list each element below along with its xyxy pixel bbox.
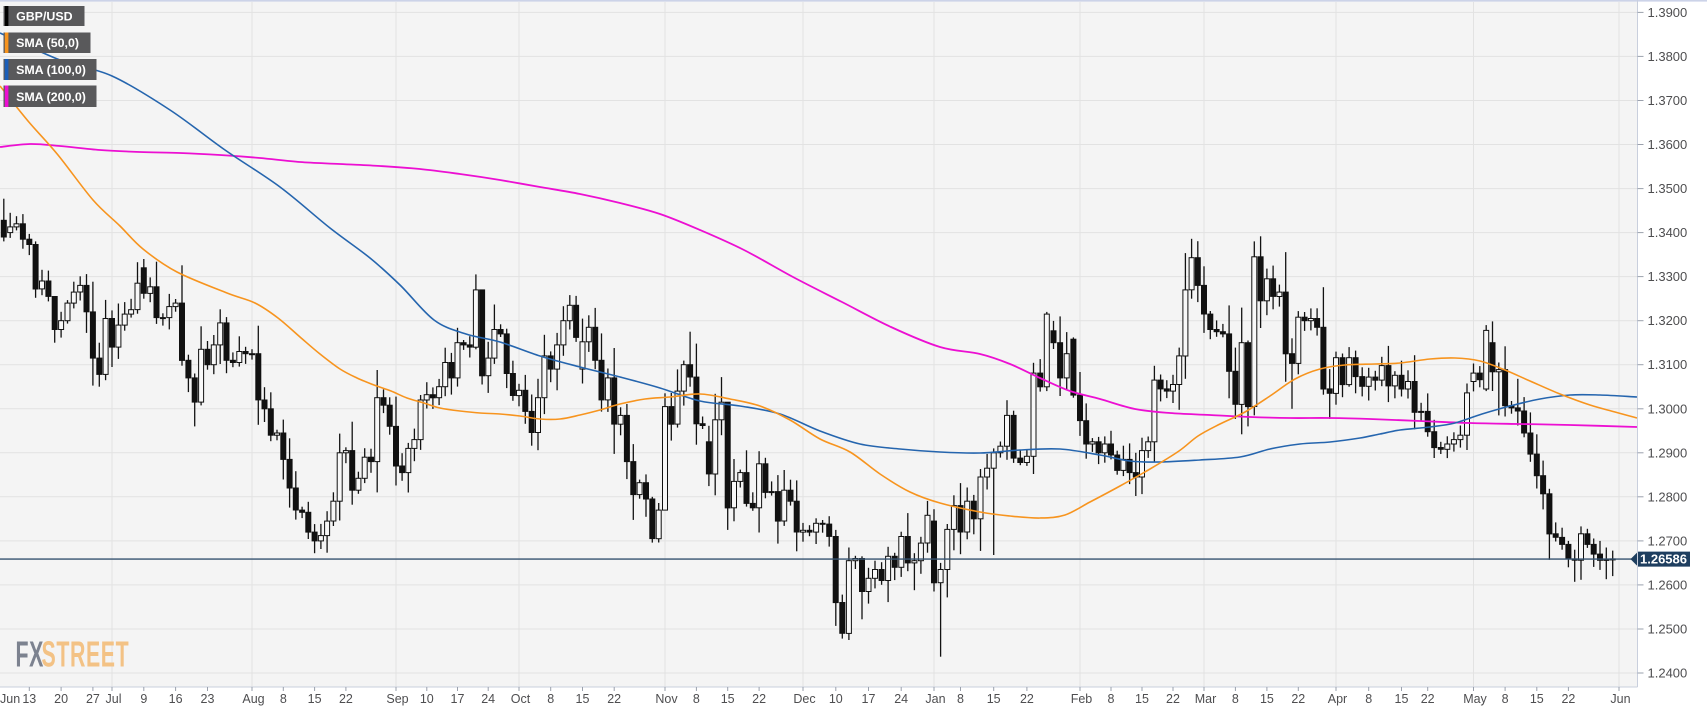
svg-text:Nov: Nov xyxy=(655,692,678,706)
svg-text:23: 23 xyxy=(201,692,215,706)
svg-text:20: 20 xyxy=(54,692,68,706)
svg-text:1.2400: 1.2400 xyxy=(1648,666,1688,681)
svg-text:STREET: STREET xyxy=(42,635,130,675)
svg-text:15: 15 xyxy=(721,692,735,706)
svg-text:1.3900: 1.3900 xyxy=(1648,5,1688,20)
svg-text:1.3100: 1.3100 xyxy=(1648,357,1688,372)
svg-text:22: 22 xyxy=(752,692,766,706)
svg-text:1.26586: 1.26586 xyxy=(1640,552,1687,567)
svg-text:15: 15 xyxy=(1530,692,1544,706)
svg-text:1.3300: 1.3300 xyxy=(1648,269,1688,284)
svg-text:SMA (200,0): SMA (200,0) xyxy=(16,90,86,104)
svg-text:8: 8 xyxy=(1502,692,1509,706)
svg-text:SMA (50,0): SMA (50,0) xyxy=(16,36,79,50)
svg-text:15: 15 xyxy=(1260,692,1274,706)
svg-text:8: 8 xyxy=(547,692,554,706)
svg-text:17: 17 xyxy=(451,692,465,706)
svg-text:16: 16 xyxy=(169,692,183,706)
svg-text:15: 15 xyxy=(308,692,322,706)
svg-text:17: 17 xyxy=(862,692,876,706)
svg-text:1.2600: 1.2600 xyxy=(1648,577,1688,592)
svg-text:22: 22 xyxy=(1421,692,1435,706)
svg-text:10: 10 xyxy=(420,692,434,706)
svg-text:13: 13 xyxy=(22,692,36,706)
svg-text:1.3400: 1.3400 xyxy=(1648,225,1688,240)
svg-text:8: 8 xyxy=(1108,692,1115,706)
svg-text:1.2900: 1.2900 xyxy=(1648,445,1688,460)
svg-text:1.3500: 1.3500 xyxy=(1648,181,1688,196)
svg-text:8: 8 xyxy=(280,692,287,706)
svg-text:9: 9 xyxy=(140,692,147,706)
svg-text:1.2500: 1.2500 xyxy=(1648,622,1688,637)
svg-text:10: 10 xyxy=(829,692,843,706)
svg-text:1.2800: 1.2800 xyxy=(1648,489,1688,504)
svg-text:Jul: Jul xyxy=(106,692,122,706)
svg-text:15: 15 xyxy=(576,692,590,706)
svg-text:15: 15 xyxy=(1395,692,1409,706)
svg-text:22: 22 xyxy=(1561,692,1575,706)
svg-text:1.3800: 1.3800 xyxy=(1648,49,1688,64)
svg-text:Aug: Aug xyxy=(242,692,264,706)
svg-text:1.3700: 1.3700 xyxy=(1648,93,1688,108)
svg-text:Dec: Dec xyxy=(793,692,815,706)
svg-text:8: 8 xyxy=(693,692,700,706)
svg-text:1.3200: 1.3200 xyxy=(1648,313,1688,328)
svg-text:22: 22 xyxy=(607,692,621,706)
svg-text:8: 8 xyxy=(1365,692,1372,706)
svg-text:1.3000: 1.3000 xyxy=(1648,401,1688,416)
svg-text:May: May xyxy=(1463,692,1487,706)
svg-text:1.2700: 1.2700 xyxy=(1648,533,1688,548)
svg-text:24: 24 xyxy=(894,692,908,706)
svg-text:FX: FX xyxy=(16,635,44,675)
svg-text:Apr: Apr xyxy=(1328,692,1347,706)
svg-text:22: 22 xyxy=(1020,692,1034,706)
svg-text:27: 27 xyxy=(86,692,100,706)
svg-text:Oct: Oct xyxy=(511,692,531,706)
svg-text:GBP/USD: GBP/USD xyxy=(16,10,73,24)
svg-text:22: 22 xyxy=(339,692,353,706)
svg-text:Jun: Jun xyxy=(1610,692,1630,706)
svg-text:22: 22 xyxy=(1166,692,1180,706)
svg-text:Sep: Sep xyxy=(386,692,408,706)
svg-text:8: 8 xyxy=(1232,692,1239,706)
svg-text:8: 8 xyxy=(957,692,964,706)
svg-text:SMA (100,0): SMA (100,0) xyxy=(16,63,86,77)
svg-text:24: 24 xyxy=(481,692,495,706)
svg-text:Jun: Jun xyxy=(0,692,20,706)
svg-text:22: 22 xyxy=(1291,692,1305,706)
svg-text:Mar: Mar xyxy=(1195,692,1217,706)
svg-text:1.3600: 1.3600 xyxy=(1648,137,1688,152)
svg-text:Feb: Feb xyxy=(1071,692,1093,706)
svg-text:15: 15 xyxy=(987,692,1001,706)
svg-text:Jan: Jan xyxy=(925,692,945,706)
svg-text:15: 15 xyxy=(1135,692,1149,706)
